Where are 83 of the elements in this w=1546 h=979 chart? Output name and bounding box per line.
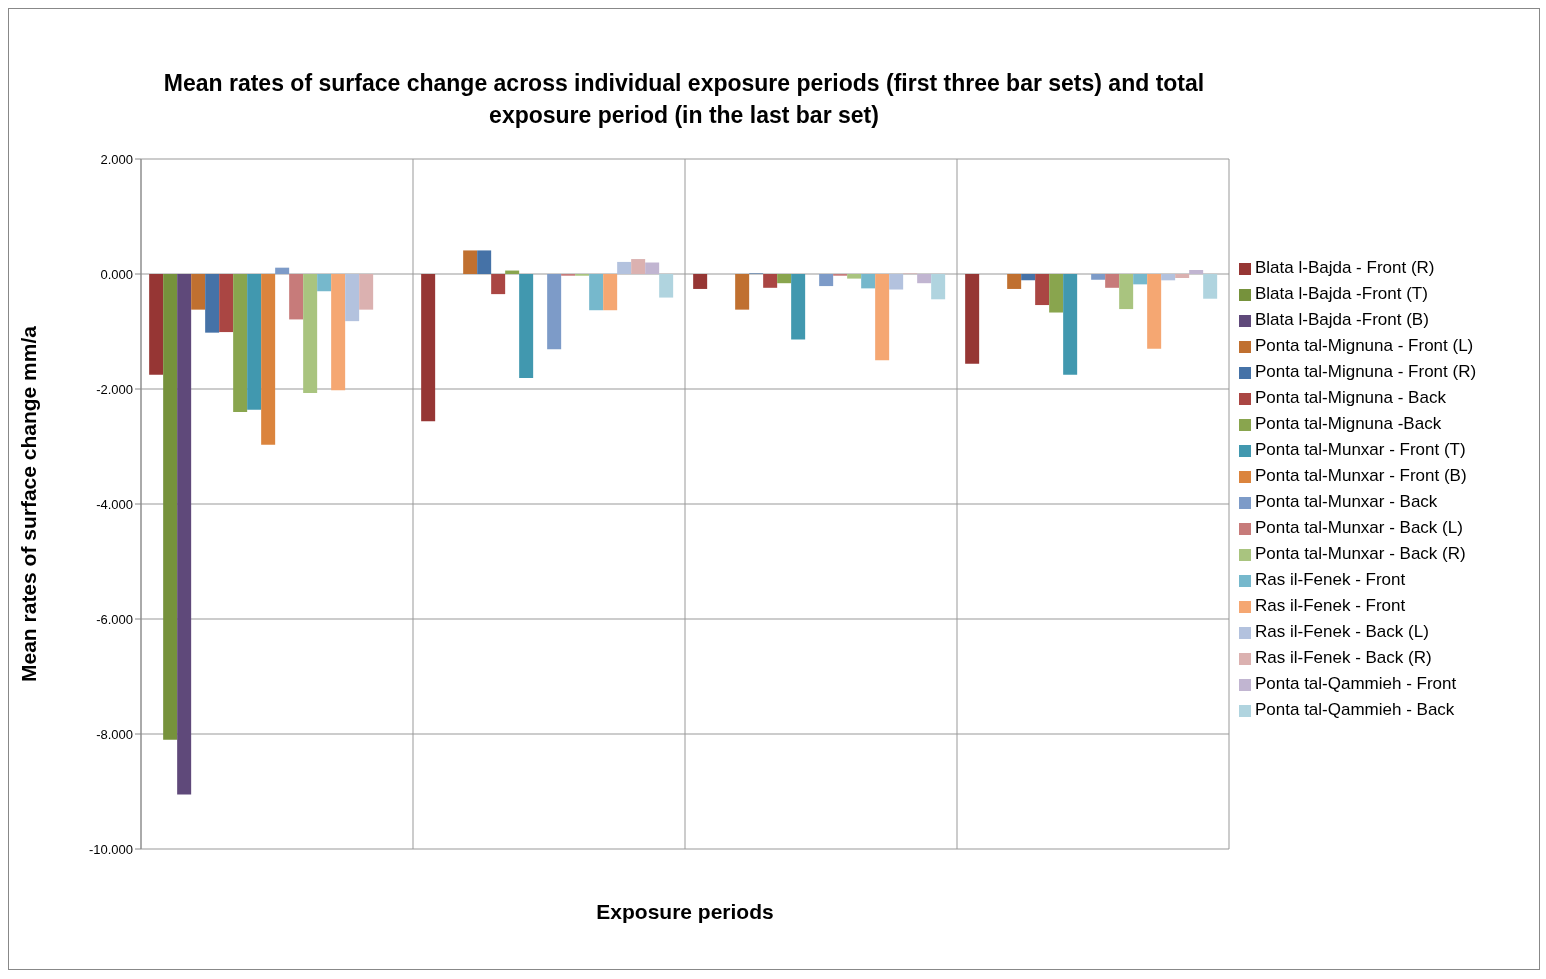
legend-label: Ras il-Fenek - Back (R) [1255, 648, 1432, 667]
y-axis-title: Mean rates of surface change mm/a [17, 325, 41, 682]
bar [547, 274, 562, 350]
bar [331, 274, 346, 391]
bar [491, 274, 506, 295]
bar [861, 274, 876, 289]
bar [519, 274, 534, 379]
legend-label: Ponta tal-Mignuna - Front (L) [1255, 336, 1474, 355]
y-tick-label: -4.000 [96, 496, 133, 512]
bar [463, 250, 478, 274]
bar [1161, 274, 1176, 281]
bar [819, 274, 834, 287]
bar [1119, 274, 1134, 310]
bar [965, 274, 980, 364]
legend-label: Ponta tal-Munxar - Front (B) [1255, 466, 1467, 485]
legend-label: Ras il-Fenek - Front [1255, 570, 1406, 589]
bar [205, 274, 220, 333]
y-tick-label: -8.000 [96, 726, 133, 742]
bar [617, 261, 632, 274]
legend-label: Ponta tal-Mignuna - Front (R) [1255, 362, 1477, 381]
bar [1007, 274, 1022, 289]
bar [275, 267, 290, 274]
y-tick-label: 0.000 [100, 266, 133, 282]
bar [247, 274, 262, 410]
y-tick-label: -2.000 [96, 381, 133, 397]
y-tick-label: -10.000 [88, 841, 133, 857]
legend-label: Ponta tal-Munxar - Back [1255, 492, 1438, 511]
bar [421, 274, 436, 422]
bar [589, 274, 604, 311]
legend-label: Ras il-Fenek - Front [1255, 596, 1406, 615]
legend-label: Ponta tal-Munxar - Front (T) [1255, 440, 1466, 459]
bar [191, 274, 206, 310]
bar [847, 274, 862, 279]
bar [603, 274, 618, 311]
bar [659, 274, 674, 298]
bar [1021, 274, 1036, 281]
bar [1133, 274, 1148, 285]
bar [303, 274, 318, 394]
bar [889, 274, 904, 290]
bar [1049, 274, 1064, 313]
bar [219, 274, 234, 333]
bar [631, 259, 646, 274]
bar [359, 274, 374, 310]
x-axis-title: Exposure periods [596, 900, 774, 923]
bar [1203, 274, 1218, 299]
bar [163, 274, 178, 740]
bar [477, 250, 492, 274]
legend-label: Blata l-Bajda -Front (T) [1255, 284, 1428, 303]
bar [1175, 274, 1190, 279]
legend-label: Ponta tal-Mignuna - Back [1255, 388, 1446, 407]
y-tick-label: -6.000 [96, 611, 133, 627]
bar [345, 274, 360, 322]
bar [735, 274, 750, 310]
legend-label: Blata l-Bajda -Front (B) [1255, 310, 1429, 329]
bar [233, 274, 248, 412]
bar [177, 274, 192, 795]
bar [875, 274, 890, 361]
bar [149, 274, 164, 375]
bar [1091, 274, 1106, 280]
bar [763, 274, 778, 288]
legend-label: Blata l-Bajda - Front (R) [1255, 258, 1435, 277]
legend-label: Ponta tal-Mignuna -Back [1255, 414, 1442, 433]
bar [1147, 274, 1162, 349]
bar [693, 274, 708, 289]
bar [1189, 269, 1204, 274]
bar [261, 274, 276, 445]
chart-title: Mean rates of surface change across individual exposure periods (first three bar sets) and total exposure period (in the last bar set) [162, 69, 1206, 130]
legend-label: Ponta tal-Qammieh - Back [1255, 700, 1455, 719]
bar [317, 274, 332, 292]
bar [917, 274, 932, 284]
bar [791, 274, 806, 340]
bar [289, 274, 304, 320]
y-tick-label: 2.000 [100, 151, 133, 167]
bar [645, 262, 660, 274]
bar [1035, 274, 1050, 306]
bar [1063, 274, 1078, 375]
legend-label: Ponta tal-Munxar - Back (R) [1255, 544, 1466, 563]
legend-label: Ponta tal-Qammieh - Front [1255, 674, 1457, 693]
bar [1105, 274, 1120, 288]
bar [777, 274, 792, 284]
legend-label: Ponta tal-Munxar - Back (L) [1255, 518, 1463, 537]
legend-label: Ras il-Fenek - Back (L) [1255, 622, 1429, 641]
bar [931, 274, 946, 300]
